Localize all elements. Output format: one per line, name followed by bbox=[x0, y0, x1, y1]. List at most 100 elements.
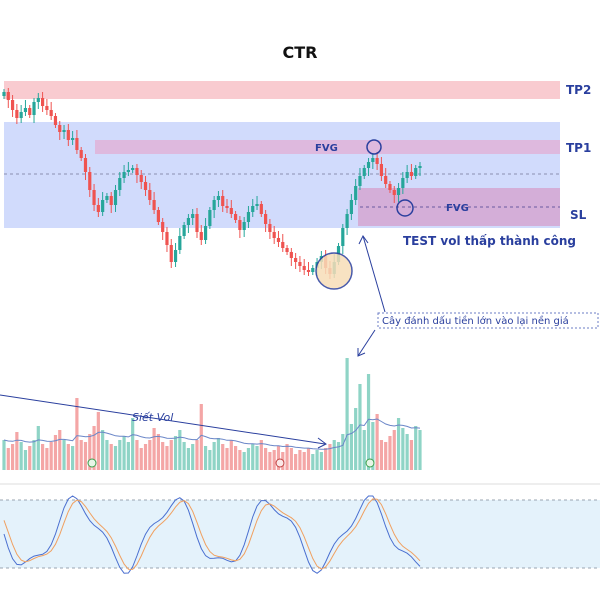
volume-bar bbox=[216, 438, 221, 470]
candle-body bbox=[186, 218, 191, 225]
volume-bar bbox=[2, 440, 6, 470]
fvg-lower-label: FVG bbox=[446, 203, 469, 214]
candle-body bbox=[379, 164, 384, 176]
volume-bar bbox=[66, 444, 70, 470]
volume-bar bbox=[143, 444, 148, 470]
candle-body bbox=[126, 170, 130, 172]
volume-bar bbox=[109, 444, 113, 470]
volume-bar bbox=[328, 444, 332, 470]
volume-bar bbox=[319, 452, 323, 470]
candle-body bbox=[366, 162, 371, 168]
candle-body bbox=[92, 190, 96, 205]
volume-bar bbox=[345, 358, 349, 470]
accumulation-circle bbox=[315, 252, 353, 290]
event-marker bbox=[365, 458, 375, 468]
candle-body bbox=[122, 172, 126, 178]
event-markers bbox=[87, 458, 375, 468]
fvg-upper-label: FVG bbox=[315, 143, 338, 154]
volume-bar bbox=[264, 448, 268, 470]
candle-body bbox=[281, 242, 285, 248]
volume-bar bbox=[96, 412, 100, 470]
volume-bar bbox=[156, 434, 160, 470]
candle-body bbox=[272, 232, 276, 238]
test-note: TEST vol thấp thành công bbox=[403, 234, 576, 248]
marker-arrow2-head bbox=[357, 348, 366, 357]
marker-arrow-head bbox=[358, 235, 369, 245]
stoch-d-line bbox=[3, 498, 421, 570]
tp2-zone bbox=[4, 81, 560, 99]
volume-bar bbox=[10, 444, 15, 470]
candle-body bbox=[169, 245, 173, 262]
volume-bar bbox=[131, 418, 135, 470]
volume-bar bbox=[152, 428, 156, 470]
candle-body bbox=[405, 172, 409, 178]
volume-bar bbox=[169, 440, 173, 470]
candle-body bbox=[229, 208, 233, 214]
volume-bar bbox=[285, 444, 289, 470]
candle-body bbox=[388, 184, 392, 190]
volume-bar bbox=[49, 442, 53, 470]
candle-body bbox=[135, 168, 139, 175]
candle-body bbox=[58, 125, 62, 132]
volume-ma-line bbox=[3, 418, 421, 450]
candle-body bbox=[199, 232, 203, 240]
volume-bar bbox=[212, 442, 216, 470]
candle-body bbox=[238, 220, 242, 230]
volume-bar bbox=[36, 426, 40, 470]
candle-body bbox=[36, 98, 40, 102]
volume-bar bbox=[233, 446, 238, 470]
candle-body bbox=[83, 158, 88, 172]
sl-label: SL bbox=[570, 208, 587, 222]
volume-bar bbox=[122, 436, 126, 470]
volume-bar bbox=[79, 440, 83, 470]
fvg-upper-zone bbox=[95, 140, 560, 154]
candle-body bbox=[66, 130, 70, 140]
volume-bar bbox=[294, 454, 298, 470]
volume-bar bbox=[396, 418, 401, 470]
candle-body bbox=[362, 168, 366, 176]
candle-body bbox=[242, 222, 246, 230]
volume-bar bbox=[362, 430, 366, 470]
volume-bar bbox=[126, 442, 130, 470]
candle-body bbox=[88, 172, 92, 190]
volume-bar bbox=[186, 448, 191, 470]
volume-bar bbox=[409, 440, 414, 470]
volume-bar bbox=[289, 448, 293, 470]
candle-body bbox=[401, 178, 405, 188]
candle-body bbox=[62, 130, 66, 132]
volume-bar bbox=[242, 452, 246, 470]
event-marker bbox=[275, 458, 285, 468]
volume-bar bbox=[225, 448, 229, 470]
candle-body bbox=[298, 262, 302, 266]
volume-bar bbox=[165, 446, 169, 470]
candle-body bbox=[2, 92, 6, 96]
candle-body bbox=[49, 110, 53, 116]
chart-title: CTR bbox=[283, 43, 318, 62]
candle-body bbox=[156, 210, 160, 222]
volume-bar bbox=[53, 435, 58, 470]
volume-bar bbox=[83, 442, 88, 470]
volume-bar bbox=[75, 398, 79, 470]
volume-bar bbox=[259, 440, 263, 470]
candle-body bbox=[173, 250, 178, 262]
top-circle bbox=[366, 139, 382, 155]
candle-body bbox=[148, 190, 152, 200]
volume-bar bbox=[268, 452, 272, 470]
volume-bar bbox=[414, 426, 418, 470]
candle-body bbox=[96, 205, 100, 212]
volume-bar bbox=[135, 440, 139, 470]
volume-bar bbox=[113, 446, 118, 470]
volume-bar bbox=[203, 446, 208, 470]
volume-bar bbox=[161, 442, 165, 470]
tp2-label: TP2 bbox=[566, 83, 591, 97]
candle-body bbox=[109, 196, 113, 205]
volume-bar bbox=[366, 374, 371, 470]
candle-body bbox=[143, 182, 148, 190]
volume-bar bbox=[375, 414, 379, 470]
marker-note: Cây đánh dấu tiền lớn vào lại nền giá bbox=[382, 315, 569, 327]
candle-body bbox=[165, 232, 169, 245]
volume-bar bbox=[379, 440, 384, 470]
volume-bar bbox=[302, 452, 306, 470]
